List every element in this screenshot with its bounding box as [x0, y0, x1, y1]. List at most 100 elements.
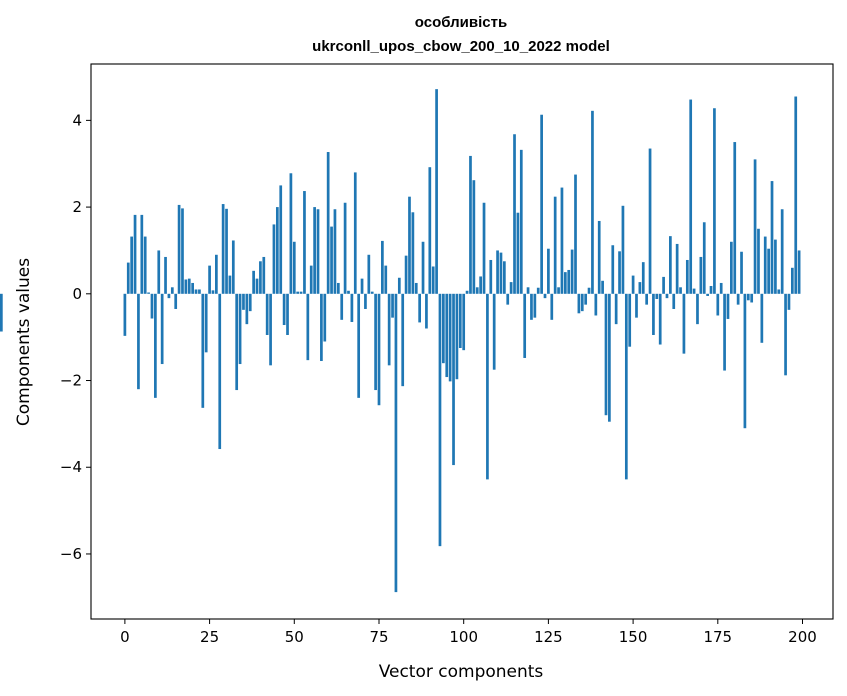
y-tick-label: 0 — [72, 285, 82, 303]
bar-54 — [306, 293, 310, 361]
bar-21 — [194, 289, 198, 294]
bar-161 — [669, 236, 672, 294]
bar-73 — [370, 291, 374, 294]
bar-23 — [201, 293, 205, 408]
bar-134 — [577, 293, 581, 314]
x-tick-label: 25 — [200, 628, 219, 646]
bar-4 — [137, 293, 140, 390]
bar-10 — [157, 250, 161, 294]
bar-48 — [286, 293, 289, 335]
bar-88 — [421, 241, 425, 294]
bar-37 — [248, 293, 252, 312]
bar-52 — [299, 291, 303, 294]
bar-194 — [780, 209, 784, 294]
bar-176 — [719, 282, 723, 294]
bar-113 — [506, 293, 510, 305]
bar-116 — [516, 212, 520, 294]
bar-140 — [597, 220, 601, 294]
bar-99 — [458, 293, 462, 348]
bar-97 — [452, 293, 455, 466]
bar-66 — [347, 290, 350, 294]
bar-53 — [303, 191, 306, 294]
bar-82 — [401, 293, 405, 387]
bar-172 — [706, 293, 709, 296]
chart-subtitle: ukrconll_upos_cbow_200_10_2022 model — [312, 38, 610, 55]
bar-0 — [123, 293, 127, 336]
bar-121 — [533, 293, 537, 318]
y-axis-ticks: −6 −4 −2 0 2 4 — [60, 111, 91, 563]
bar-178 — [726, 293, 730, 319]
bar-31 — [228, 275, 232, 294]
bar-109 — [492, 293, 496, 370]
bar-22 — [198, 289, 201, 294]
bar-42 — [265, 293, 269, 335]
bar-68 — [353, 172, 357, 294]
bar-152 — [638, 282, 642, 294]
bar-83 — [404, 255, 408, 294]
bar-40 — [259, 261, 262, 294]
bar-187 — [757, 228, 760, 294]
bar-146 — [618, 251, 621, 294]
bar-155 — [648, 148, 652, 294]
bar-93 — [438, 293, 442, 547]
bar-11 — [160, 293, 164, 365]
bar-192 — [774, 239, 777, 294]
bar-56 — [313, 207, 316, 294]
bar-181 — [736, 293, 740, 305]
bar-51 — [296, 291, 300, 294]
bar-179 — [730, 241, 733, 294]
bar-133 — [574, 174, 577, 294]
bar-61 — [330, 226, 333, 294]
bar-135 — [580, 293, 584, 312]
bar-149 — [628, 293, 632, 347]
x-tick-label: 100 — [449, 628, 478, 646]
bar-60 — [326, 152, 330, 294]
bar-199 — [797, 250, 801, 294]
bar-32 — [231, 240, 235, 294]
bar-90 — [428, 167, 432, 294]
bar-64 — [340, 293, 344, 320]
bar-74 — [374, 293, 377, 391]
bar-27 — [215, 254, 218, 294]
bar-141 — [601, 280, 604, 294]
bar-104 — [475, 287, 479, 294]
bar-195 — [784, 293, 787, 376]
bar-114 — [509, 282, 513, 294]
bar-125 — [547, 248, 550, 294]
bar-165 — [682, 293, 686, 354]
bar-163 — [675, 243, 679, 294]
bar-198 — [794, 96, 798, 294]
bar-108 — [489, 259, 493, 294]
bar-87 — [418, 293, 421, 323]
bar-5 — [140, 214, 144, 294]
bar-182 — [740, 251, 743, 294]
bar-12 — [164, 256, 167, 294]
bar-92 — [435, 89, 438, 294]
bar-65 — [343, 202, 347, 294]
bar-126 — [550, 293, 554, 320]
bar-71 — [364, 293, 367, 309]
bar-77 — [384, 265, 388, 294]
bar-39 — [255, 278, 259, 294]
bar-162 — [672, 293, 676, 309]
bar-164 — [679, 287, 682, 294]
bar-147 — [621, 205, 625, 294]
bar-131 — [567, 269, 571, 294]
x-axis-label: Vector components — [379, 662, 544, 682]
bar-81 — [397, 277, 401, 294]
x-tick-label: 150 — [619, 628, 648, 646]
bar-107 — [486, 293, 489, 480]
bar-95 — [445, 293, 449, 378]
bar-177 — [723, 293, 726, 371]
bar-41 — [262, 256, 266, 294]
bar-153 — [641, 262, 645, 294]
bar-186 — [753, 159, 757, 294]
bar-144 — [611, 245, 615, 294]
bar-115 — [513, 134, 516, 294]
bar-124 — [543, 293, 547, 299]
bar-86 — [414, 282, 418, 294]
bar-16 — [177, 204, 181, 294]
chart-title: особливість — [415, 14, 507, 31]
x-tick-label: 125 — [534, 628, 563, 646]
y-tick-label: −6 — [60, 545, 82, 563]
